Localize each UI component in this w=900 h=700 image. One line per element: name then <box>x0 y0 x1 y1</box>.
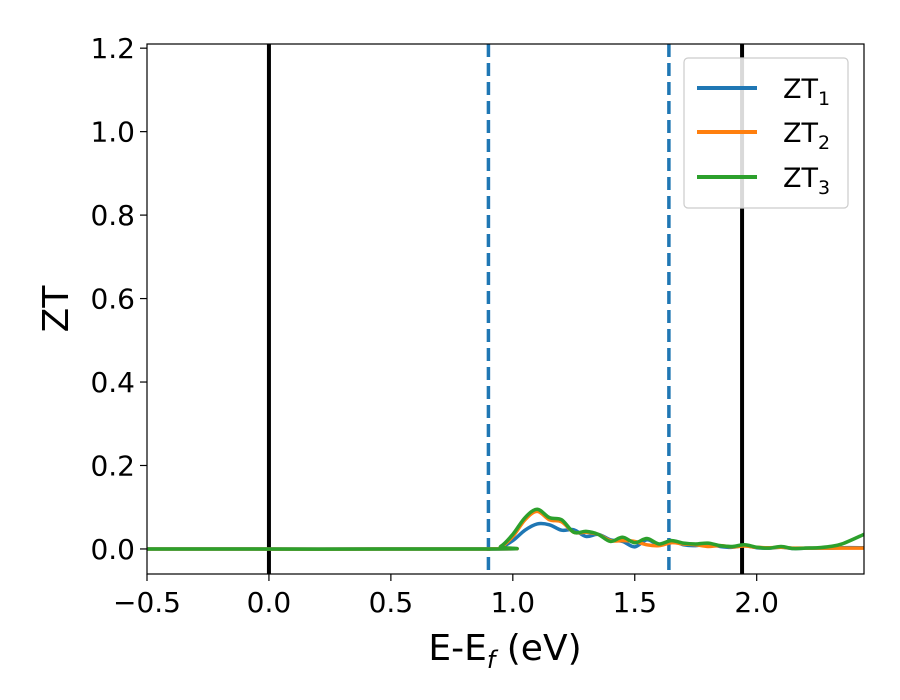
legend: ZT1 ZT2 ZT3 <box>683 57 849 209</box>
legend-label-2: ZT2 <box>783 118 830 154</box>
y-axis-ticks: 0.0 0.2 0.4 0.6 0.8 1.0 1.2 <box>90 32 147 566</box>
series-line-zt3 <box>147 507 864 551</box>
x-tick-label: 1.0 <box>491 586 536 619</box>
x-axis-title-main: E-E <box>428 628 486 669</box>
x-tick-label: 0.5 <box>369 586 414 619</box>
y-tick-label: 1.0 <box>90 116 135 149</box>
y-tick-label: 0.4 <box>90 366 135 399</box>
legend-label-3: ZT3 <box>783 163 830 199</box>
x-axis-ticks: −0.5 0.0 0.5 1.0 1.5 2.0 <box>113 574 779 619</box>
y-tick-label: 0.2 <box>90 449 135 482</box>
x-axis-title-rest: (eV) <box>495 628 581 669</box>
x-tick-label: −0.5 <box>113 586 181 619</box>
plot-frame <box>146 43 865 575</box>
y-tick-label: 0.8 <box>90 199 135 232</box>
x-tick-label: 2.0 <box>734 586 779 619</box>
x-tick-label: 0.0 <box>247 586 292 619</box>
legend-box <box>683 57 849 209</box>
x-tick-label: 1.5 <box>612 586 657 619</box>
x-axis-title: E-Ef (eV) <box>428 628 581 674</box>
y-tick-label: 0.0 <box>90 533 135 566</box>
legend-label-1: ZT1 <box>783 74 830 110</box>
series-lines <box>147 507 864 551</box>
y-tick-label: 1.2 <box>90 32 135 65</box>
y-axis-title: ZT <box>36 285 77 333</box>
y-tick-label: 0.6 <box>90 283 135 316</box>
